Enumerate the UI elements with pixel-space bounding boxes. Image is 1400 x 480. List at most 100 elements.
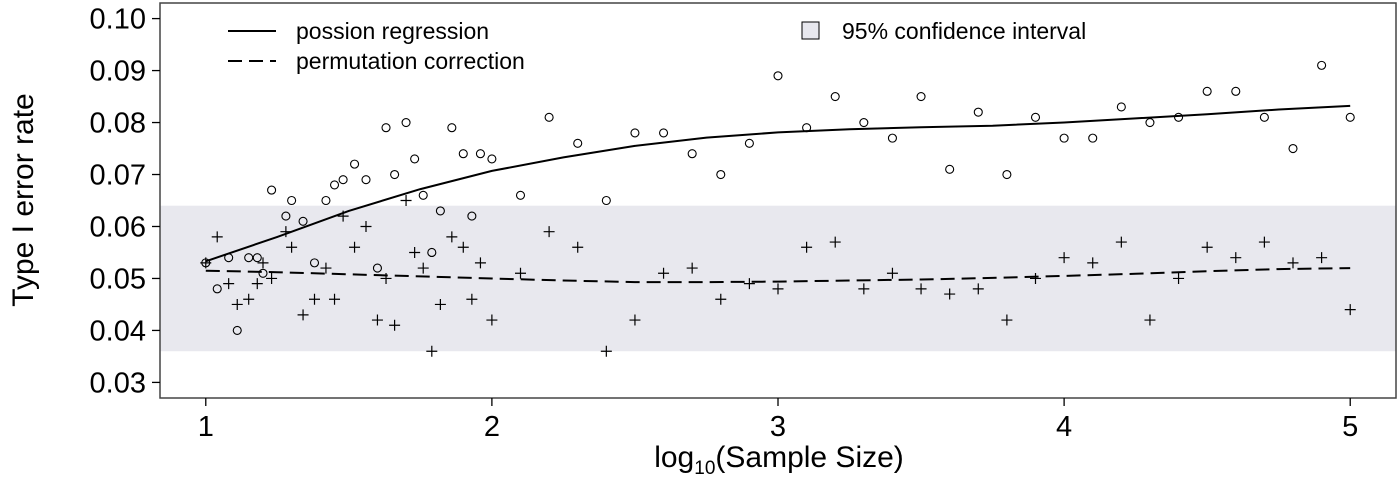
plus-point <box>1058 252 1070 264</box>
plus-point <box>1316 252 1328 264</box>
plus-point <box>1258 236 1270 248</box>
plus-point <box>257 257 269 269</box>
plus-point <box>380 272 392 284</box>
plus-point <box>801 241 813 253</box>
plus-point <box>474 257 486 269</box>
plus-point <box>211 231 223 243</box>
circle-point <box>361 175 371 185</box>
circle-point <box>687 149 697 159</box>
circle-point <box>945 164 955 174</box>
plus-point <box>658 267 670 279</box>
plus-point <box>231 298 243 310</box>
plus-point <box>457 241 469 253</box>
circle-point <box>830 92 840 102</box>
circle-point <box>329 180 340 190</box>
circle-point <box>1231 86 1241 96</box>
plus-point <box>200 257 212 269</box>
circle-point <box>418 190 428 200</box>
x-axis-title: log10(Sample Size) <box>654 441 904 479</box>
plus-point <box>686 262 698 274</box>
plus-point <box>1001 314 1013 326</box>
y-tick-label: 0.03 <box>90 367 146 399</box>
circle-point <box>372 263 382 273</box>
y-tick-label: 0.09 <box>90 56 146 88</box>
plus-point <box>858 283 870 295</box>
circle-point <box>716 169 726 180</box>
plus-point <box>329 293 341 305</box>
plus-point <box>389 319 401 331</box>
plus-point <box>1230 252 1242 264</box>
plus-point <box>1115 236 1127 248</box>
plus-point <box>409 246 421 258</box>
plus-point <box>743 278 755 290</box>
plus-point <box>715 293 727 305</box>
y-axis: 0.03 0.04 0.05 0.06 0.07 0.08 0.09 0.10 <box>90 4 160 399</box>
plus-point <box>1287 257 1299 269</box>
plus-point <box>286 241 298 253</box>
circle-point <box>224 253 234 263</box>
plus-point <box>426 345 438 357</box>
plus-point <box>543 226 555 238</box>
circle-point <box>427 247 437 258</box>
plus-point <box>417 262 429 274</box>
x-tick-label: 2 <box>484 411 500 443</box>
plus-point <box>466 293 478 305</box>
circle-point <box>773 71 783 81</box>
plus-point <box>772 283 784 295</box>
legend-label-confidence-interval: 95% confidence interval <box>842 18 1086 44</box>
plus-point <box>886 267 898 279</box>
circle-point <box>1002 169 1012 180</box>
circle-point <box>487 154 497 164</box>
circle-point <box>309 258 320 268</box>
y-tick-label: 0.06 <box>90 211 146 243</box>
circle-point <box>515 190 526 200</box>
circle-point <box>435 206 445 216</box>
circle-point <box>887 133 897 143</box>
plus-point <box>1173 272 1185 284</box>
circle-point <box>287 195 297 206</box>
confidence-interval-band <box>160 205 1396 352</box>
plus-point <box>297 309 309 321</box>
circle-point <box>244 253 254 263</box>
legend-ci-swatch <box>801 21 820 40</box>
x-axis: 1 2 3 4 5 <box>198 398 1358 443</box>
circle-point <box>475 149 485 159</box>
plus-point <box>600 345 612 357</box>
circle-point <box>630 128 640 138</box>
circle-point <box>1202 86 1212 96</box>
data-points <box>200 60 1356 357</box>
plus-point <box>266 272 278 284</box>
plus-point <box>280 226 292 238</box>
plus-point <box>243 293 255 305</box>
circle-point <box>321 195 331 206</box>
plus-point <box>251 278 263 290</box>
plus-point <box>486 314 498 326</box>
circle-point <box>212 284 222 294</box>
y-axis-title: Type I error rate <box>7 93 40 306</box>
plus-point <box>1087 257 1099 269</box>
plus-point <box>337 210 349 222</box>
legend-label-possion-regression: possion regression <box>296 18 489 44</box>
x-axis-title-rest: (Sample Size) <box>715 441 903 474</box>
plus-point <box>360 220 372 232</box>
circle-point <box>802 123 812 133</box>
circle-point <box>744 138 754 148</box>
circle-point <box>298 216 308 226</box>
circle-point <box>232 325 242 335</box>
circle-point <box>573 138 583 148</box>
circle-point <box>447 123 457 133</box>
y-tick-label: 0.08 <box>90 108 146 140</box>
circle-point <box>1145 117 1155 128</box>
circle-point <box>258 268 268 278</box>
circle-point <box>458 149 468 159</box>
plus-point <box>434 298 446 310</box>
y-tick-label: 0.10 <box>90 4 146 36</box>
circle-point <box>601 195 611 206</box>
plus-point <box>1344 304 1356 316</box>
circle-point <box>659 128 669 138</box>
x-tick-label: 3 <box>770 411 786 443</box>
plus-point <box>309 293 320 305</box>
circle-point <box>916 92 926 102</box>
x-tick-label: 5 <box>1342 411 1358 443</box>
plus-point <box>515 267 526 279</box>
